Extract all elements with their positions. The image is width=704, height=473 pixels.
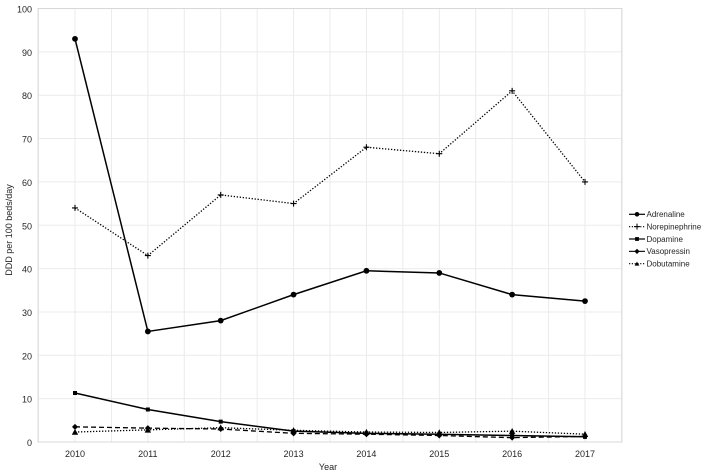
svg-text:60: 60 <box>22 178 32 188</box>
svg-text:2017: 2017 <box>575 449 595 459</box>
svg-text:2015: 2015 <box>429 449 449 459</box>
svg-text:Year: Year <box>319 462 337 472</box>
svg-text:Vasopressin: Vasopressin <box>647 247 690 256</box>
svg-text:2014: 2014 <box>356 449 376 459</box>
svg-text:70: 70 <box>22 135 32 145</box>
svg-text:Norepinephrine: Norepinephrine <box>647 222 702 231</box>
svg-text:50: 50 <box>22 221 32 231</box>
svg-text:10: 10 <box>22 395 32 405</box>
svg-text:2010: 2010 <box>65 449 85 459</box>
svg-text:DDD per 100 beds/day: DDD per 100 beds/day <box>4 184 14 276</box>
svg-text:Adrenaline: Adrenaline <box>647 210 686 219</box>
svg-text:2012: 2012 <box>211 449 231 459</box>
svg-text:Dobutamine: Dobutamine <box>647 260 691 269</box>
svg-text:2013: 2013 <box>284 449 304 459</box>
svg-text:30: 30 <box>22 308 32 318</box>
svg-text:80: 80 <box>22 91 32 101</box>
svg-text:Dopamine: Dopamine <box>647 235 684 244</box>
svg-text:40: 40 <box>22 265 32 275</box>
svg-text:100: 100 <box>17 5 32 15</box>
svg-text:20: 20 <box>22 351 32 361</box>
svg-text:90: 90 <box>22 48 32 58</box>
svg-text:2016: 2016 <box>502 449 522 459</box>
svg-text:0: 0 <box>27 438 32 448</box>
svg-text:2011: 2011 <box>138 449 157 459</box>
